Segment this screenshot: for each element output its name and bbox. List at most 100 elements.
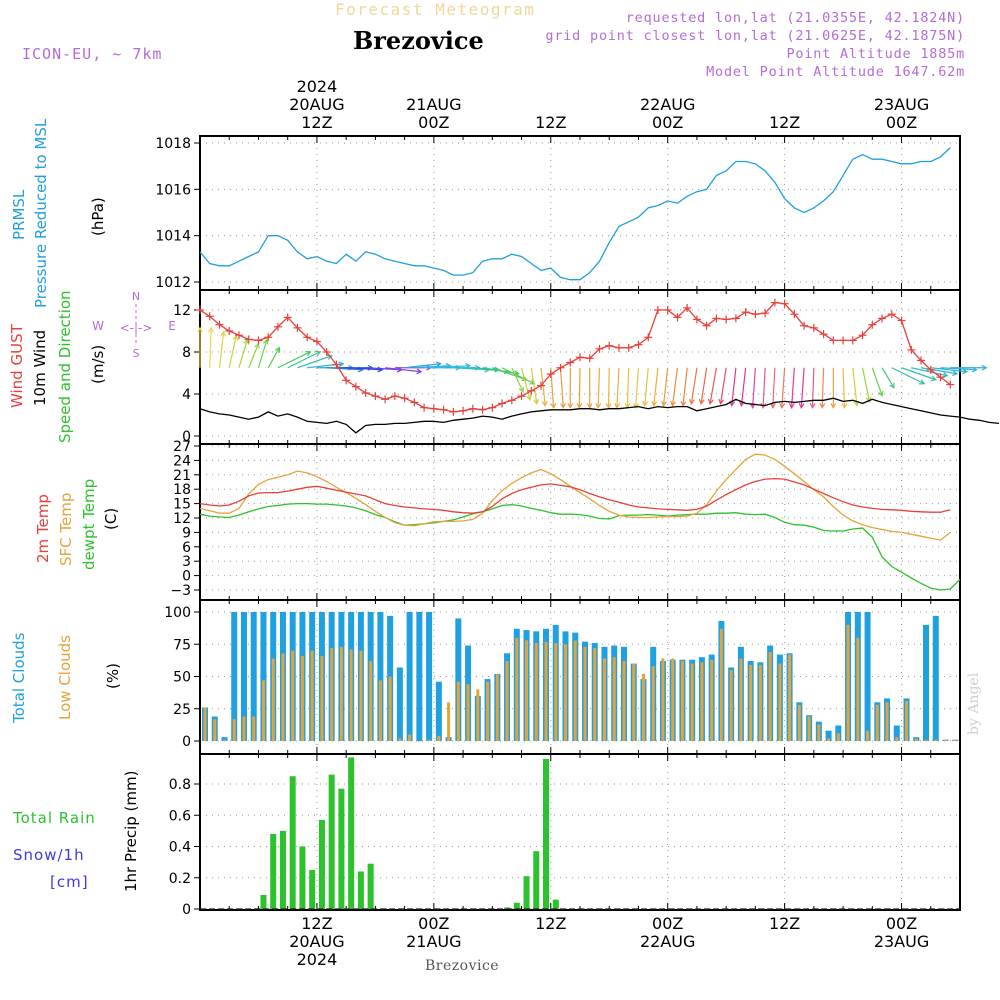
wind-direction-arrow (576, 367, 583, 410)
low-cloud-bar (612, 657, 616, 741)
pressure-ytick-label: 1012 (155, 275, 191, 291)
rain-bar (357, 871, 364, 909)
wind-direction-arrow (788, 367, 795, 409)
wind-direction-arrow (257, 338, 269, 368)
wind-arrow-shaft (218, 331, 225, 368)
wind-direction-arrow (707, 367, 718, 405)
low-cloud-bar (495, 673, 499, 741)
wind-arrow-shaft (901, 367, 936, 381)
wind-arrow-shaft (492, 367, 527, 381)
low-cloud-bar (817, 724, 821, 741)
temp-2m-line (199, 477, 951, 514)
wind-gust-marker (234, 331, 243, 340)
wind-arrow-shaft (700, 367, 708, 404)
temp-sfc-label: SFC Temp (57, 492, 75, 566)
watermark: by Angel (966, 672, 982, 735)
low-cloud-bar (602, 658, 606, 741)
wind-arrow-head (661, 400, 667, 407)
wind-gust-marker (546, 370, 555, 379)
low-clouds-label: Low Clouds (56, 635, 74, 720)
wind-gust-marker (644, 333, 653, 342)
low-cloud-bar (671, 658, 675, 741)
wind-arrow-shaft (644, 367, 649, 406)
wind-direction-arrow (511, 367, 524, 393)
wind-arrow-head (315, 350, 322, 357)
wind-arrow-head (689, 398, 695, 405)
low-cloud-bar (398, 738, 402, 741)
wind-gust-marker (780, 299, 789, 308)
wind-arrow-head (550, 402, 557, 409)
low-cloud-bar (213, 719, 217, 741)
wind-arrow-head (919, 379, 926, 385)
low-cloud-bar (252, 716, 256, 741)
wind-gust-marker (595, 344, 604, 353)
low-cloud-bar (505, 661, 509, 741)
wind-gust-marker (614, 343, 623, 352)
low-cloud-bar (827, 738, 831, 741)
wind-arrow-head (680, 400, 687, 407)
rain-bar (504, 907, 511, 909)
clouds-ytick-label: 50 (173, 670, 191, 686)
wind-gust-marker (858, 331, 867, 340)
rain-bar (318, 819, 325, 909)
wind-gust-marker (400, 394, 409, 403)
wind-arrow-shaft (267, 347, 280, 369)
low-cloud-bar (680, 661, 684, 741)
wind-direction-arrow (218, 330, 227, 368)
rain-bar (367, 863, 374, 909)
wind-arrow-shaft (762, 367, 766, 408)
wind-arrow-head (595, 403, 602, 410)
wind-gust-marker (293, 323, 302, 332)
compass-west: W (92, 319, 104, 333)
precip-ytick-label: 0.6 (169, 808, 191, 824)
temperature-ytick-label: −3 (170, 583, 191, 599)
wind-direction-arrow (567, 367, 574, 410)
wind-direction-arrow (760, 367, 767, 409)
low-cloud-bar (836, 733, 840, 741)
wind-arrow-head (208, 326, 214, 333)
wind-arrow-shaft (911, 367, 948, 377)
total-cloud-bar (435, 681, 442, 741)
wind-direction-arrow (881, 367, 895, 389)
wind-direction-arrow (520, 367, 532, 401)
clouds-ytick-label: 25 (173, 702, 191, 718)
sfc-temp-line (199, 453, 951, 541)
time-label-bottom: 2024 (297, 950, 338, 969)
low-cloud-bar (622, 661, 626, 741)
wind-unit: (m/s) (89, 344, 107, 384)
wind-arrow-shaft (690, 367, 698, 404)
footer-location: Brezovice (425, 958, 500, 974)
wind-arrow-shaft (891, 367, 925, 385)
low-cloud-bar (388, 676, 392, 741)
total-cloud-bar (923, 624, 930, 741)
pressure-label-prmsl: PRMSL (10, 189, 28, 240)
wind-arrow-head (560, 402, 566, 409)
wind-gust-marker (605, 341, 614, 350)
wind-arrow-shaft (772, 367, 776, 408)
wind-arrow-head (830, 403, 837, 410)
wind-gust-marker (215, 320, 224, 329)
wind-gust-marker (351, 382, 360, 391)
wind-arrow-head (338, 361, 345, 368)
low-cloud-bar (690, 663, 694, 741)
pressure-label-msl: Pressure Reduced to MSL (32, 118, 50, 308)
low-cloud-bar (476, 689, 480, 741)
wind-gust-marker (673, 313, 682, 322)
temperature-frame (199, 443, 961, 601)
time-label-bottom: 00Z (886, 914, 917, 933)
wind-direction-arrow (404, 361, 442, 369)
wind-arrow-shaft (616, 367, 620, 408)
wind-arrow-head (529, 379, 536, 385)
pressure-line (199, 147, 951, 281)
wind-gust-marker (809, 323, 818, 332)
precip-axis-label: 1hr Precip (mm) (122, 770, 140, 892)
wind-arrow-shaft (277, 351, 311, 369)
low-cloud-bar (758, 664, 762, 741)
time-label-bottom: 21AUG (406, 932, 461, 951)
wind-10m-line (199, 397, 1000, 434)
wind-direction-arrow (770, 367, 776, 409)
location-title: Brezovice (353, 26, 484, 55)
wind-direction-arrow (248, 342, 260, 368)
wind-arrow-head (930, 375, 937, 382)
clouds-ytick-label: 0 (182, 734, 191, 750)
